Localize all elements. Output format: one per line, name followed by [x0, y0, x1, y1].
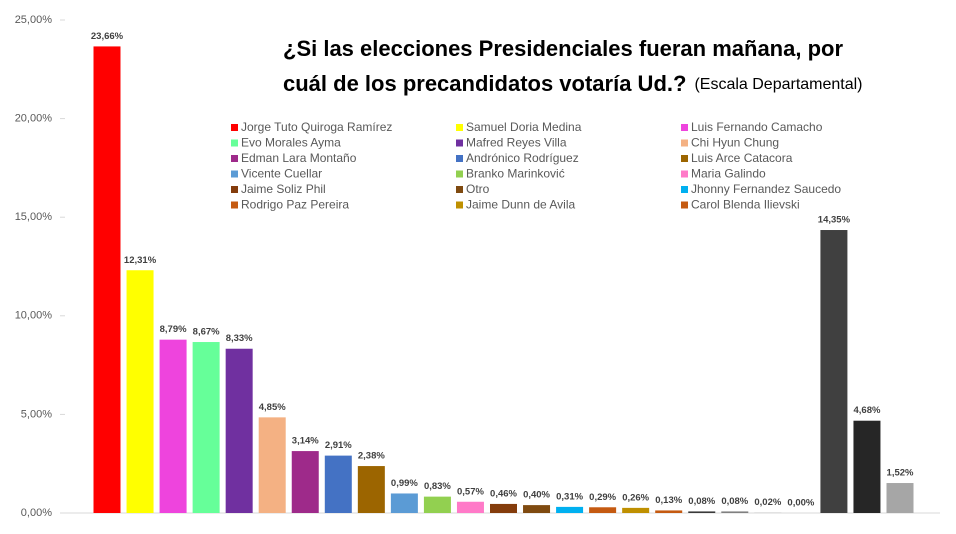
- legend-swatch: [456, 155, 463, 162]
- legend-swatch: [456, 124, 463, 131]
- bar: [622, 507, 650, 513]
- legend-label: Samuel Doria Medina: [466, 120, 582, 134]
- legend-swatch: [681, 139, 688, 147]
- bar: [93, 46, 121, 513]
- legend-swatch: [456, 201, 463, 209]
- legend-swatch: [231, 155, 238, 162]
- data-label: 0,13%: [655, 495, 682, 506]
- chart-title: cuál de los precandidatos votaría Ud.?: [283, 71, 686, 96]
- data-label: 3,14%: [292, 436, 319, 447]
- data-label: 2,91%: [325, 440, 352, 451]
- legend-label: Edman Lara Montaño: [241, 151, 357, 165]
- data-label: 0,83%: [424, 481, 451, 492]
- bar: [820, 230, 848, 513]
- y-tick-label: 20,00%: [15, 113, 53, 125]
- data-label: 8,33%: [226, 333, 253, 344]
- legend-swatch: [681, 186, 688, 193]
- legend-label: Luis Fernando Camacho: [691, 120, 823, 134]
- chart-subtitle: (Escala Departamental): [694, 76, 862, 93]
- y-tick-label: 5,00%: [21, 408, 52, 420]
- bar: [192, 342, 220, 513]
- legend-swatch: [681, 170, 688, 178]
- legend-swatch: [456, 170, 463, 178]
- legend-label: Chi Hyun Chung: [691, 136, 779, 150]
- data-label: 0,26%: [622, 492, 649, 503]
- bar: [655, 510, 683, 513]
- bar: [589, 507, 617, 513]
- bar: [456, 501, 484, 513]
- bar: [159, 339, 187, 513]
- bar: [523, 505, 551, 513]
- bar: [688, 511, 716, 513]
- data-label: 0,00%: [787, 498, 814, 509]
- data-label: 0,46%: [490, 488, 517, 499]
- legend-swatch: [231, 124, 238, 131]
- legend-label: Carol Blenda Ilievski: [691, 198, 800, 212]
- data-label: 0,08%: [688, 496, 715, 507]
- bar: [556, 506, 584, 513]
- legend-swatch: [231, 139, 238, 147]
- legend-label: Branko Marinković: [466, 167, 565, 181]
- legend-label: Mafred Reyes Villa: [466, 136, 567, 150]
- data-label: 23,66%: [91, 31, 124, 42]
- data-label: 1,52%: [887, 468, 914, 479]
- bar: [357, 466, 385, 513]
- legend-swatch: [231, 170, 238, 178]
- bar: [225, 348, 253, 513]
- chart-title: ¿Si las elecciones Presidenciales fueran…: [283, 36, 843, 61]
- data-label: 4,85%: [259, 402, 286, 413]
- bar: [258, 417, 286, 513]
- legend-label: Andrónico Rodríguez: [466, 151, 579, 165]
- data-label: 0,29%: [589, 492, 616, 503]
- bar: [126, 270, 154, 513]
- data-label: 0,02%: [754, 497, 781, 508]
- legend-label: Vicente Cuellar: [241, 167, 322, 181]
- chart-title-line: cuál de los precandidatos votaría Ud.? (E…: [283, 71, 863, 96]
- legend-label: Otro: [466, 182, 490, 196]
- bar: [390, 493, 418, 513]
- data-label: 0,57%: [457, 486, 484, 497]
- legend-swatch: [681, 124, 688, 131]
- data-label: 2,38%: [358, 451, 385, 462]
- bar: [324, 455, 352, 513]
- legend-label: Jaime Dunn de Avila: [466, 198, 576, 212]
- legend-swatch: [456, 186, 463, 193]
- legend-label: Evo Morales Ayma: [241, 136, 341, 150]
- y-tick-label: 25,00%: [15, 14, 53, 26]
- bar: [490, 503, 517, 513]
- bar: [886, 483, 914, 513]
- data-label: 0,40%: [523, 490, 550, 501]
- data-label: 4,68%: [853, 405, 880, 416]
- legend-swatch: [231, 201, 238, 209]
- data-label: 0,99%: [391, 478, 418, 489]
- bar: [721, 511, 749, 513]
- legend-label: Luis Arce Catacora: [691, 151, 793, 165]
- data-label: 0,31%: [556, 491, 583, 502]
- legend-label: Rodrigo Paz Pereira: [241, 198, 349, 212]
- data-label: 12,31%: [124, 255, 157, 266]
- data-label: 8,79%: [160, 324, 187, 335]
- bar: [423, 496, 451, 513]
- legend-swatch: [681, 201, 688, 209]
- legend-label: Maria Galindo: [691, 167, 766, 181]
- y-tick-label: 0,00%: [21, 507, 52, 519]
- legend-label: Jhonny Fernandez Saucedo: [691, 182, 841, 196]
- y-tick-label: 15,00%: [15, 211, 53, 223]
- legend-label: Jaime Soliz Phil: [241, 182, 326, 196]
- bar: [853, 420, 881, 513]
- bar: [291, 451, 319, 513]
- y-tick-label: 10,00%: [15, 310, 53, 322]
- data-label: 14,35%: [818, 215, 851, 226]
- data-label: 8,67%: [193, 327, 220, 338]
- legend-label: Jorge Tuto Quiroga Ramírez: [241, 120, 392, 134]
- legend-swatch: [231, 186, 238, 193]
- data-label: 0,08%: [721, 496, 748, 507]
- legend-swatch: [681, 155, 688, 162]
- legend-swatch: [456, 139, 463, 147]
